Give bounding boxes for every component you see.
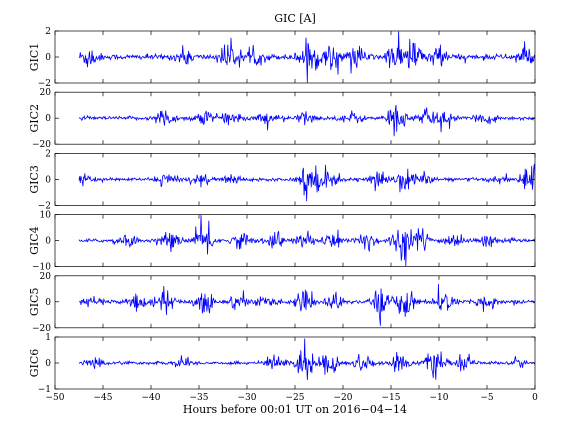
y-tick-label: 20 <box>40 272 52 282</box>
y-tick-label: 0 <box>45 114 51 124</box>
panel-gic2: −20 0 20 GIC2 <box>28 88 536 150</box>
x-tick-label: −45 <box>94 393 113 403</box>
x-tick-label: 0 <box>532 393 538 403</box>
series-line-gic5 <box>78 284 535 326</box>
x-tick-label: −5 <box>480 393 494 403</box>
series-line-gic6 <box>78 338 535 381</box>
y-tick-label: −20 <box>32 140 51 150</box>
panels-group: −202GIC1−20020GIC2−202GIC3−10010GIC4−200… <box>28 27 538 403</box>
y-tick-label: −2 <box>38 201 51 211</box>
x-tick-label: −40 <box>142 393 161 403</box>
x-tick-label: −30 <box>238 393 257 403</box>
axes-frame <box>54 336 536 390</box>
x-tick-label: −50 <box>46 393 65 403</box>
y-axis-label: GIC4 <box>28 226 41 255</box>
y-tick-label: 0 <box>45 175 51 185</box>
x-tick-label: −15 <box>382 393 401 403</box>
y-tick-label: −10 <box>32 263 51 273</box>
y-tick-label: −20 <box>32 324 51 334</box>
y-tick-label: 20 <box>40 88 52 98</box>
y-axis-label: GIC1 <box>28 43 41 72</box>
x-tick-label: −10 <box>430 393 449 403</box>
y-axis-label: GIC2 <box>28 104 41 133</box>
y-tick-label: 0 <box>45 359 51 369</box>
x-tick-label: −35 <box>190 393 209 403</box>
y-tick-label: 0 <box>45 298 51 308</box>
y-tick-label: 0 <box>45 53 51 63</box>
chart-title: GIC [A] <box>274 12 316 25</box>
x-tick-label: −25 <box>286 393 305 403</box>
axes-frame <box>54 30 536 84</box>
series-line-gic4 <box>78 215 535 267</box>
y-axis-label: GIC6 <box>28 349 41 378</box>
y-tick-label: 0 <box>45 237 51 247</box>
panel-gic1: −2 0 2 GIC1 <box>28 27 536 89</box>
y-tick-label: 10 <box>40 211 52 221</box>
panel-gic5: −20 0 20 GIC5 <box>28 272 536 334</box>
y-tick-label: −2 <box>38 79 51 89</box>
panel-gic3: −2 0 2 GIC3 <box>28 149 536 211</box>
series-line-gic3 <box>78 163 535 202</box>
x-tick-label: −20 <box>334 393 353 403</box>
y-tick-label: 2 <box>45 149 51 159</box>
series-line-gic1 <box>78 31 535 83</box>
y-tick-label: −1 <box>38 385 51 395</box>
series-line-gic2 <box>78 104 535 137</box>
y-axis-label: GIC3 <box>28 165 41 194</box>
x-axis-label: Hours before 00:01 UT on 2016−04−14 <box>183 403 407 416</box>
y-tick-label: 2 <box>45 27 51 37</box>
panel-gic4: −10 0 10 GIC4 <box>28 211 536 273</box>
y-tick-label: 1 <box>45 333 51 343</box>
y-axis-label: GIC5 <box>28 288 41 317</box>
